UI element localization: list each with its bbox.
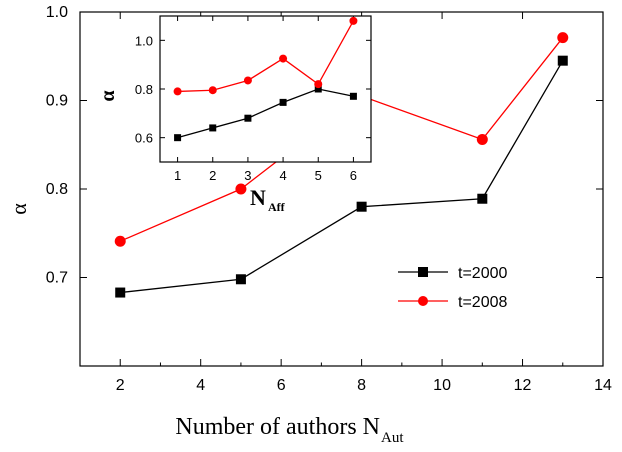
inset-point-t2008	[173, 87, 182, 96]
main-y-tick-label: 0.7	[46, 270, 68, 287]
inset-series	[173, 16, 358, 142]
main-y-axis-label: α	[6, 203, 31, 215]
main-point-t2000	[356, 201, 367, 212]
inset-point-t2000	[349, 92, 357, 100]
inset-y-tick-label: 0.6	[135, 131, 153, 146]
inset-x-tick-label: 4	[279, 168, 286, 183]
legend-marker-t2008	[418, 296, 428, 306]
inset-x-tick-label: 2	[209, 168, 216, 183]
main-x-tick-label: 14	[594, 377, 612, 394]
main-x-axis-label-sub: Aut	[381, 430, 404, 446]
inset-x-tick-label: 1	[174, 168, 181, 183]
inset-point-t2000	[244, 114, 252, 122]
inset-point-t2008	[349, 16, 358, 25]
inset-x-axis-label: N	[250, 185, 266, 210]
main-x-tick-label: 12	[514, 377, 532, 394]
main-point-t2008	[235, 183, 247, 195]
inset-x-tick-label: 6	[350, 168, 357, 183]
main-x-tick-label: 4	[196, 377, 205, 394]
main-x-tick-label: 8	[357, 377, 366, 394]
main-x-tick-label: 2	[116, 377, 125, 394]
inset-point-t2008	[208, 86, 217, 95]
inset-x-tick-label: 3	[244, 168, 251, 183]
main-y-tick-label: 0.9	[46, 93, 68, 110]
main-y-tick-label: 0.8	[46, 181, 68, 198]
main-point-t2000	[477, 193, 488, 204]
inset-point-t2000	[279, 98, 287, 106]
inset-plot-frame	[159, 15, 372, 163]
inset-point-t2008	[243, 76, 252, 85]
main-point-t2000	[115, 287, 126, 298]
main-x-tick-label: 10	[433, 377, 451, 394]
inset-x-axis-label-sub: Aff	[268, 200, 286, 214]
main-x-tick-label: 6	[277, 377, 286, 394]
legend: t=2000 t=2008	[398, 265, 507, 311]
inset-y-tick-label: 0.8	[135, 82, 153, 97]
legend-marker-t2000	[418, 267, 428, 277]
inset-series-line-t2000	[177, 88, 354, 139]
inset-y-axis-label: α	[97, 90, 119, 101]
main-axis-ticks: 2 4 6 8 10 12 140.70.80.91.0	[46, 4, 612, 394]
inset-axis-ticks: 1 2 3 4 5 6 0.6 0.8 1.0	[135, 16, 371, 183]
legend-label-t2008: t=2008	[458, 294, 507, 311]
inset-point-t2008	[314, 80, 323, 89]
main-point-t2000	[235, 274, 246, 285]
inset-x-tick-label: 5	[315, 168, 322, 183]
inset-y-tick-label: 1.0	[135, 33, 153, 48]
main-x-axis-label: Number of authors N	[175, 414, 380, 440]
main-y-tick-label: 1.0	[46, 4, 68, 21]
inset-point-t2008	[279, 54, 288, 63]
inset-point-t2000	[314, 85, 322, 93]
main-point-t2008	[114, 235, 126, 247]
main-point-t2000	[557, 55, 568, 66]
main-point-t2008	[557, 32, 569, 44]
inset-point-t2000	[209, 124, 217, 132]
main-point-t2008	[476, 133, 488, 145]
inset-point-t2000	[174, 134, 182, 142]
legend-label-t2000: t=2000	[458, 265, 507, 282]
inset-series-line-t2008	[177, 20, 354, 93]
